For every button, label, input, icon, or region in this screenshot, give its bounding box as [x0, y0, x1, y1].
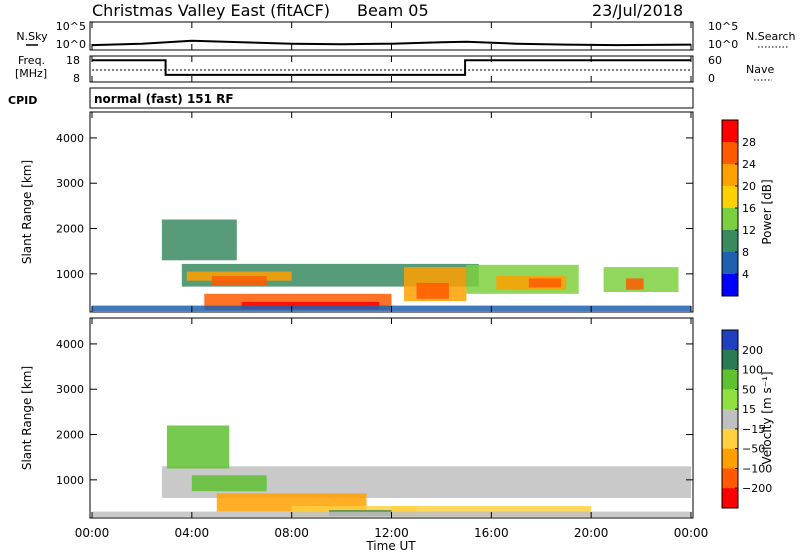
cpid-label: CPID	[8, 94, 37, 107]
colorbar-tick-label: −200	[742, 482, 772, 495]
freq-series-line	[92, 59, 691, 76]
nsky-panel: N.Sky 10^5 10^0 10^5 10^0 N.Search	[16, 20, 795, 51]
colorbar-tick-label: 28	[742, 136, 756, 149]
colorbar-frame	[721, 329, 739, 509]
velocity-heatmap	[92, 425, 691, 517]
cpid-value: normal (fast) 151 RF	[94, 92, 234, 106]
velocity-cell	[391, 506, 592, 517]
velocity-panel: 4000 3000 2000 1000 Slant Range [km] 200 100…	[20, 317, 774, 519]
colorbar-tick-label: 200	[742, 344, 763, 357]
power-cell	[626, 278, 644, 290]
nsky-label: N.Sky	[16, 30, 48, 43]
x-tick-label: 00:00	[674, 526, 709, 540]
y-tick-label: 1000	[56, 474, 84, 487]
time-axis-label: Time UT	[365, 539, 416, 553]
colorbar-swatch	[722, 208, 738, 231]
y-tick-label: 4000	[56, 132, 84, 145]
freq-tick-top: 18	[66, 54, 80, 67]
y-tick-label: 4000	[56, 338, 84, 351]
velocity-y-label: Slant Range [km]	[20, 366, 34, 470]
date-label: 23/Jul/2018	[592, 1, 683, 20]
colorbar-swatch	[722, 120, 738, 143]
x-tick-label: 20:00	[574, 526, 609, 540]
colorbar-tick-label: 24	[742, 158, 756, 171]
y-tick-label: 2000	[56, 223, 84, 236]
colorbar-swatch	[722, 186, 738, 209]
colorbar-tick-label: 20	[742, 180, 756, 193]
nsearch-tick-bottom: 10^0	[708, 38, 738, 51]
cpid-frame	[89, 87, 694, 109]
power-cell	[211, 276, 267, 286]
x-tick-label: 12:00	[374, 526, 409, 540]
colorbar-tick-label: −100	[742, 462, 772, 475]
velocity-colorbar-label: Velocity [m s⁻¹]	[760, 371, 774, 464]
colorbar-swatch	[722, 274, 738, 297]
colorbar-swatch	[722, 468, 738, 489]
station-title: Christmas Valley East (fitACF)	[92, 1, 330, 20]
colorbar-tick-label: 16	[742, 202, 756, 215]
y-tick-label: 1000	[56, 268, 84, 281]
y-tick-label: 3000	[56, 383, 84, 396]
power-cell	[416, 282, 449, 299]
colorbar-tick-label: 12	[742, 224, 756, 237]
power-heatmap	[92, 219, 691, 311]
colorbar-swatch	[722, 230, 738, 253]
power-cell	[241, 301, 380, 310]
colorbar-swatch	[722, 488, 738, 509]
power-cell	[528, 278, 562, 288]
nsky-tick-top: 10^5	[56, 20, 86, 33]
nave-tick-bottom: 0	[708, 72, 715, 85]
power-colorbar-label: Power [dB]	[760, 179, 774, 244]
colorbar-tick-label: 4	[742, 268, 749, 281]
nsearch-label: N.Search	[746, 30, 796, 43]
freq-label-line2: [MHz]	[15, 67, 47, 80]
power-y-label: Slant Range [km]	[20, 160, 34, 264]
colorbar-swatch	[722, 330, 738, 351]
colorbar-tick-label: 100	[742, 364, 763, 377]
colorbar-swatch	[722, 409, 738, 430]
colorbar-tick-label: −15	[742, 423, 765, 436]
power-colorbar: 28 24 20 16 12 8 4	[721, 119, 756, 297]
colorbar-tick-label: 8	[742, 246, 749, 259]
colorbar-swatch	[722, 448, 738, 469]
colorbar-swatch	[722, 349, 738, 371]
velocity-colorbar: 200 100 50 15 −15 −50 −100 −200	[721, 329, 772, 509]
colorbar-swatch	[722, 142, 738, 165]
nave-tick-top: 60	[708, 54, 722, 67]
freq-tick-bottom: 8	[73, 72, 80, 85]
colorbar-swatch	[722, 252, 738, 275]
colorbar-swatch	[722, 164, 738, 187]
nave-label: Nave	[746, 63, 774, 76]
x-tick-label: 04:00	[175, 526, 210, 540]
power-panel: 4000 3000 2000 1000 Slant Range [km] 28 24 20…	[20, 111, 774, 313]
power-y-axis: 4000 3000 2000 1000	[56, 132, 693, 281]
velocity-y-axis: 4000 3000 2000 1000	[56, 338, 693, 487]
nsky-series-line	[91, 39, 692, 47]
y-tick-label: 2000	[56, 429, 84, 442]
nsearch-tick-top: 10^5	[708, 20, 738, 33]
x-tick-label: 16:00	[474, 526, 509, 540]
freq-panel: Freq. [MHz] 18 8 60 0 Nave	[15, 54, 774, 85]
power-cell	[161, 219, 237, 261]
colorbar-tick-label: 15	[742, 403, 756, 416]
time-axis: 00:00 04:00 08:00 12:00 16:00 20:00 00:00	[75, 22, 709, 540]
nsky-tick-bottom: 10^0	[56, 38, 86, 51]
freq-label-line1: Freq.	[18, 54, 45, 67]
y-tick-label: 3000	[56, 177, 84, 190]
colorbar-swatch	[722, 369, 738, 390]
colorbar-tick-label: 50	[742, 383, 756, 396]
colorbar-swatch	[722, 389, 738, 410]
colorbar-swatch	[722, 428, 738, 450]
colorbar-tick-label: −50	[742, 443, 765, 456]
x-tick-label: 08:00	[274, 526, 309, 540]
velocity-cell	[166, 425, 230, 469]
velocity-cell	[191, 475, 267, 492]
beam-label: Beam 05	[357, 1, 429, 20]
x-tick-label: 00:00	[75, 526, 110, 540]
